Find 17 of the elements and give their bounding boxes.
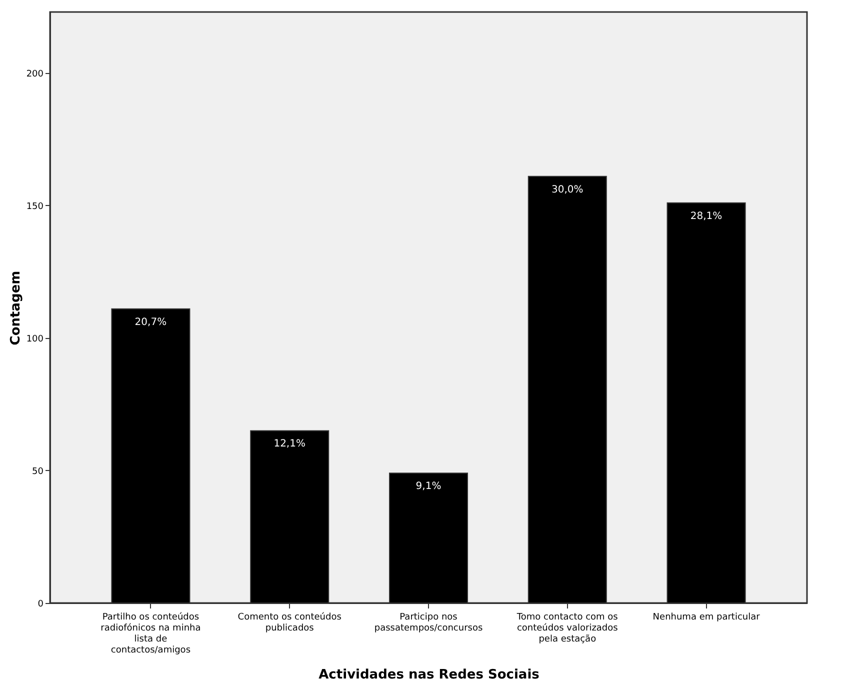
y-tick-label: 200 bbox=[26, 69, 44, 80]
annotation: 20,7% bbox=[134, 316, 167, 328]
x-tick-label: Nenhuma em particular bbox=[652, 612, 760, 622]
y-tick-label: 150 bbox=[26, 202, 44, 212]
x-tick-label: Tomo contacto com os conteúdos valorizados pela estação bbox=[516, 612, 618, 644]
y-tick-label: 50 bbox=[32, 466, 44, 477]
x-axis-title: Actividades nas Redes Sociais bbox=[318, 668, 540, 682]
x-tick-label: Comento os conteúdos publicados bbox=[238, 612, 342, 634]
x-tick-label: Partilho os conteúdos radiofónicos na minha lista de contactos/amigos bbox=[100, 612, 201, 656]
x-tick-label: Participo nos passatempos/concursos bbox=[374, 612, 483, 634]
y-tick-label: 100 bbox=[26, 334, 44, 344]
annotation: 9,1% bbox=[416, 481, 442, 492]
y-axis-title: Contagem bbox=[8, 270, 24, 346]
annotation: 30,0% bbox=[552, 184, 584, 196]
annotation: 12,1% bbox=[274, 438, 306, 450]
y-tick-label: 0 bbox=[38, 600, 44, 610]
annotation: 28,1% bbox=[690, 210, 722, 222]
